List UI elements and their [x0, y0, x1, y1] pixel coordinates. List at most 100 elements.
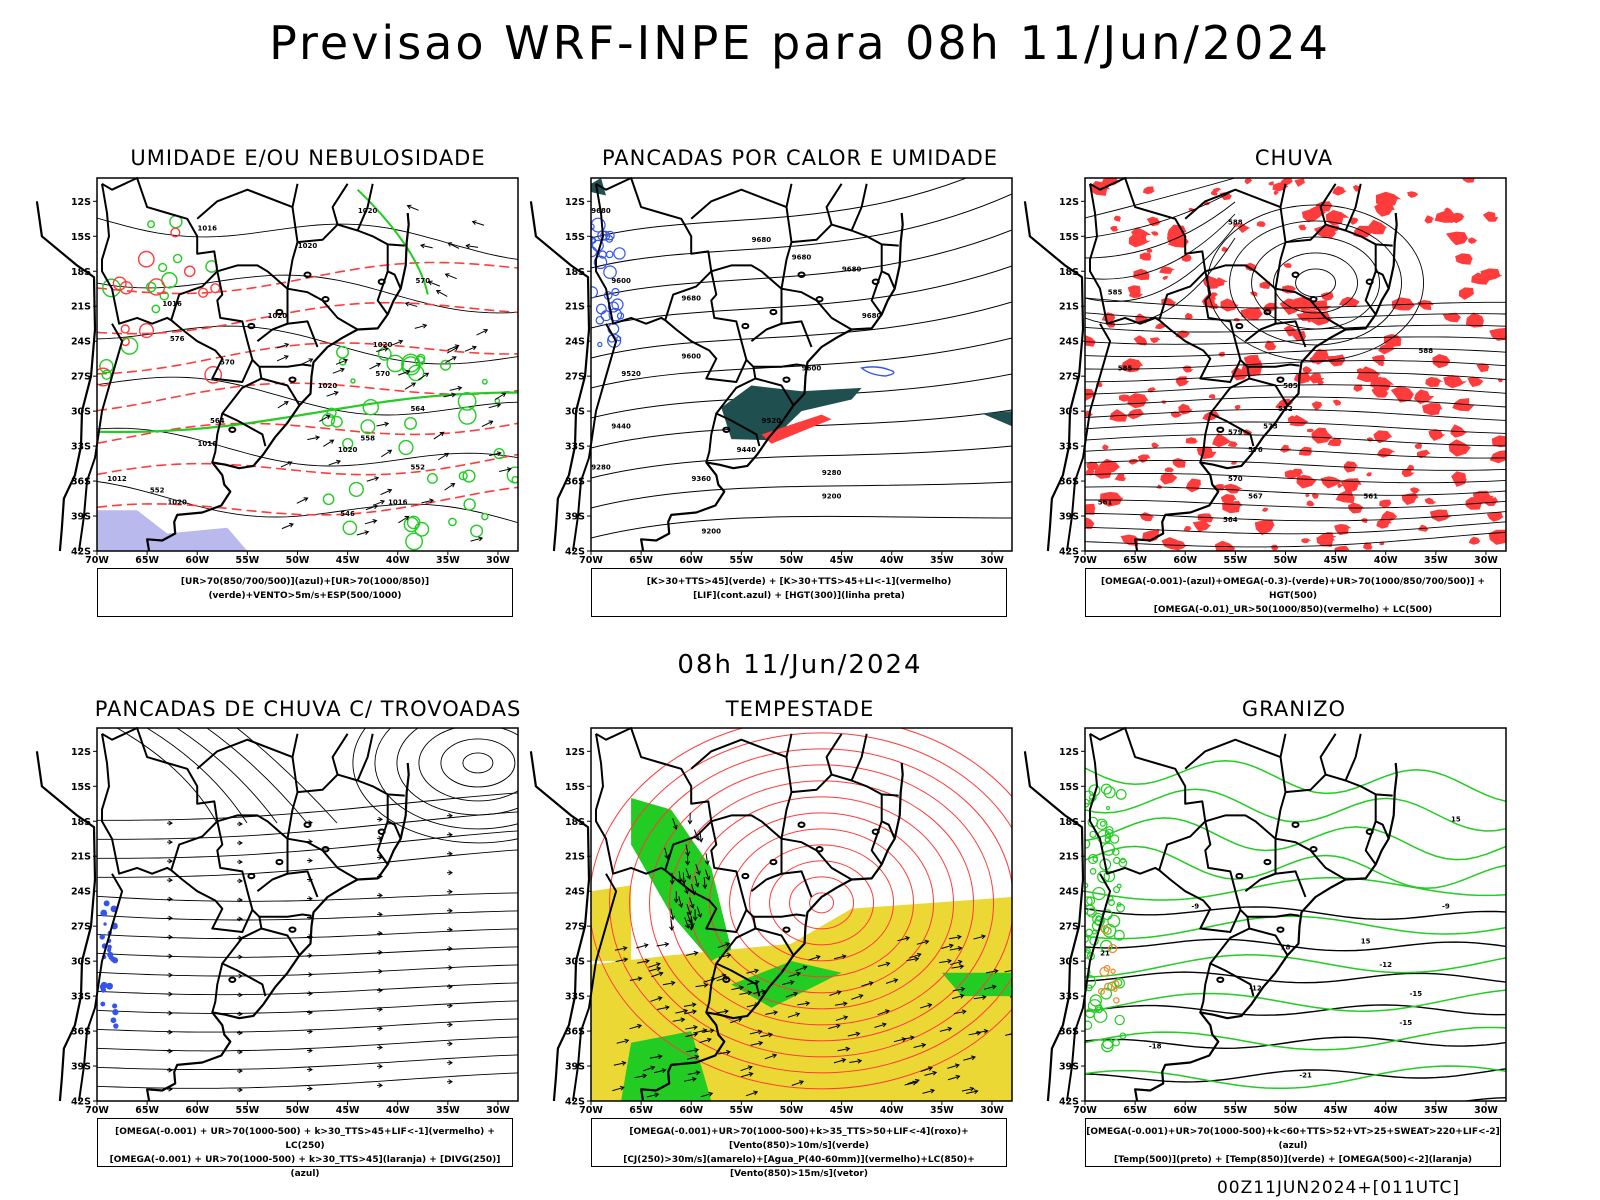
contour-label: 561	[1098, 498, 1113, 506]
contour-label: 9200	[822, 493, 842, 501]
mid-title: 08h 11/Jun/2024	[677, 650, 923, 680]
contour-label: 546	[340, 510, 355, 518]
lat-tick-label: 42S	[1059, 1097, 1079, 1108]
panel-title-pancadas-calor: PANCADAS POR CALOR E UMIDADE	[601, 146, 999, 170]
lat-tick-label: 33S	[565, 992, 585, 1003]
lat-tick-label: 36S	[1059, 1027, 1079, 1038]
map-base	[529, 177, 904, 552]
legend-line: [UR>70(850/700/500)](azul)+[UR>70(1000/8…	[180, 577, 430, 601]
lat-tick-label: 42S	[71, 547, 91, 558]
contour-label: 570	[220, 359, 235, 367]
legend-umidade: [UR>70(850/700/500)](azul)+[UR>70(1000/8…	[97, 568, 513, 617]
contour-label: 582	[1278, 405, 1293, 413]
legend-pancadas-calor: [K>30+TTS>45](verde) + [K>30+TTS>45+LI<-…	[591, 568, 1007, 617]
lon-tick-label: 65W	[1123, 555, 1147, 566]
lat-tick-label: 42S	[1059, 547, 1079, 558]
lat-tick-label: 27S	[1059, 922, 1079, 933]
contour-label: 552	[150, 487, 165, 495]
map-frame	[590, 177, 1013, 552]
contour-label: -12	[1379, 961, 1392, 969]
lat-tick-label: 15S	[1059, 782, 1079, 793]
fields	[97, 188, 518, 551]
lat-tick-label: 21S	[71, 852, 91, 863]
lon-tick-label: 70W	[85, 1105, 109, 1116]
fields	[591, 728, 1012, 1101]
lat-tick-label: 33S	[71, 442, 91, 453]
lon-tick-label: 45W	[336, 1105, 360, 1116]
lat-tick-label: 39S	[565, 512, 585, 523]
legend-line: [OMEGA(-0.001)-(azul)+OMEGA(-0.3)-(verde…	[1100, 577, 1486, 601]
legend-granizo: [OMEGA(-0.001)+UR>70(1000-500)+k<60+TTS>…	[1085, 1118, 1501, 1167]
lon-tick-label: 55W	[730, 555, 754, 566]
lat-tick-label: 36S	[565, 1027, 585, 1038]
contour-label: 1016	[198, 440, 218, 448]
map-granizo: -9 -9 -12 -12 -15 -15 -18 -21 15 15 18 21 12S 15S 18S 2…	[1023, 727, 1507, 1116]
lat-tick-label: 15S	[1059, 232, 1079, 243]
legend-line: [OMEGA(-0.001)+UR>70(1000-500)+k<60+TTS>…	[1086, 1127, 1500, 1151]
map-umidade: 1016 1020 1020 1016 1020 1020 1020 1016 1020 1012…	[35, 177, 519, 566]
lon-tick-label: 60W	[679, 1105, 703, 1116]
lat-tick-label: 42S	[71, 1097, 91, 1108]
contour-label: 585	[1283, 382, 1298, 390]
contour-label: 9280	[822, 469, 842, 477]
legend-line: [OMEGA(-0.001) + UR>70(1000-500) + k>30_…	[115, 1127, 495, 1151]
lon-tick-label: 60W	[679, 555, 703, 566]
fields	[591, 178, 1012, 539]
lon-tick-label: 50W	[1274, 1105, 1298, 1116]
legend-line: [K>30+TTS>45](verde) + [K>30+TTS>45+LI<-…	[646, 577, 952, 587]
lon-tick-label: 35W	[436, 1105, 460, 1116]
lat-tick-label: 12S	[71, 197, 91, 208]
legend-line: [CJ(250)>30m/s](amarelo)+[Agua_P(40-60mm…	[623, 1155, 975, 1179]
lat-tick-label: 30S	[565, 407, 585, 418]
lat-tick-label: 33S	[1059, 992, 1079, 1003]
contour-label: 9200	[702, 528, 722, 536]
contour-label: -15	[1399, 1019, 1412, 1027]
lat-tick-label: 21S	[71, 302, 91, 313]
lon-tick-label: 45W	[1324, 1105, 1348, 1116]
contour-label: 558	[360, 434, 375, 442]
contour-label: -21	[1299, 1072, 1312, 1080]
lat-tick-label: 27S	[565, 372, 585, 383]
lon-tick-label: 30W	[486, 555, 510, 566]
contour-label: 9520	[621, 370, 641, 378]
lat-tick-label: 24S	[1059, 887, 1079, 898]
panel-title-tempestade: TEMPESTADE	[725, 697, 875, 721]
lon-tick-label: 30W	[1474, 555, 1498, 566]
lat-tick-label: 27S	[71, 922, 91, 933]
contour-label: 588	[1418, 347, 1433, 355]
contour-label: 570	[1228, 475, 1243, 483]
lon-tick-label: 60W	[1173, 555, 1197, 566]
legend-tempestade: [OMEGA(-0.001)+UR>70(1000-500)+k>35_TTS>…	[591, 1118, 1007, 1179]
lat-tick-label: 21S	[1059, 302, 1079, 313]
lon-tick-label: 40W	[880, 1105, 904, 1116]
lat-tick-label: 33S	[565, 442, 585, 453]
contour-label: 1020	[358, 207, 378, 215]
map-pancadas-calor: 9680 9680 9680 9680 9680 9680 9600 9600 9600 9520…	[529, 177, 1013, 566]
contour-label: 1012	[107, 475, 127, 483]
lat-tick-label: 24S	[565, 887, 585, 898]
contour-label: 9600	[802, 364, 822, 372]
lat-tick-label: 39S	[71, 512, 91, 523]
map-frame	[96, 727, 519, 1102]
lat-tick-label: 15S	[71, 782, 91, 793]
contour-label: 9600	[611, 277, 631, 285]
lon-tick-label: 35W	[1424, 1105, 1448, 1116]
contour-label: 9680	[681, 294, 701, 302]
contour-label: 9360	[692, 475, 712, 483]
contour-label: 561	[1363, 493, 1378, 501]
lat-tick-label: 24S	[71, 337, 91, 348]
lat-tick-label: 15S	[71, 232, 91, 243]
lat-tick-label: 30S	[1059, 407, 1079, 418]
lat-tick-label: 30S	[1059, 957, 1079, 968]
contour-label: 576	[1248, 446, 1263, 454]
lat-tick-label: 33S	[1059, 442, 1079, 453]
lon-tick-label: 35W	[436, 555, 460, 566]
lat-tick-label: 18S	[71, 267, 91, 278]
contour-label: 1020	[167, 498, 187, 506]
lat-tick-label: 12S	[565, 747, 585, 758]
panel-title-chuva: CHUVA	[1254, 146, 1334, 170]
lat-tick-label: 36S	[71, 1027, 91, 1038]
panel-title-granizo: GRANIZO	[1241, 697, 1347, 721]
contour-label: 1020	[318, 382, 338, 390]
